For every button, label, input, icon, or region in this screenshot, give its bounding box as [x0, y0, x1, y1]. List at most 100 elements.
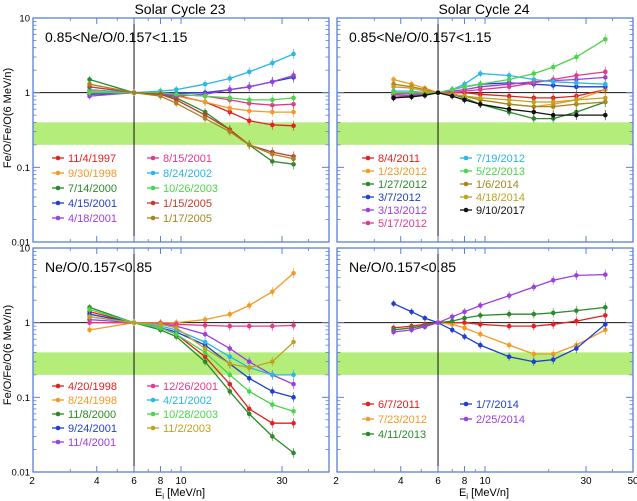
legend-label: 1/17/2005 — [163, 213, 212, 225]
legend-label: 1/23/2012 — [378, 166, 427, 178]
legend-entry: 5/22/2013 — [460, 166, 525, 178]
data-point — [506, 354, 512, 360]
legend-swatch-marker — [150, 170, 156, 176]
reference-band — [33, 352, 329, 375]
data-point — [574, 80, 579, 86]
y-tick-label: 1 — [25, 318, 30, 329]
data-point — [391, 329, 396, 335]
data-point — [391, 95, 396, 101]
data-point — [291, 395, 296, 400]
legend-label: 9/10/2017 — [476, 205, 525, 217]
legend-label: 8/15/2001 — [163, 153, 212, 165]
data-point — [202, 99, 208, 105]
legend-entry: 3/13/2012 — [362, 205, 427, 217]
legend-swatch-marker — [365, 168, 371, 174]
y-tick-label: 10 — [19, 14, 30, 25]
data-point — [409, 90, 414, 95]
legend-swatch-marker — [365, 194, 371, 200]
data-point — [550, 277, 556, 283]
legend-swatch-marker — [150, 383, 156, 389]
data-point — [506, 101, 512, 107]
data-point — [550, 322, 556, 327]
data-point — [270, 60, 275, 66]
y-tick-label: 0.1 — [17, 163, 30, 174]
data-point — [270, 323, 275, 329]
legend-entry: 7/14/2000 — [52, 183, 117, 195]
legend-entry: 2/25/2014 — [460, 414, 525, 426]
data-point — [506, 84, 512, 90]
legend-label: 4/15/2001 — [68, 198, 117, 210]
data-point — [506, 293, 512, 298]
data-point — [531, 359, 537, 365]
data-point — [291, 450, 296, 456]
legend-label: 7/23/2012 — [378, 414, 427, 426]
data-point — [246, 108, 252, 114]
series-1-7-2014 — [391, 300, 608, 367]
data-point — [246, 411, 252, 417]
data-point — [158, 322, 163, 327]
legend-label: 11/8/2000 — [68, 409, 116, 421]
data-point — [87, 320, 92, 325]
data-point — [227, 105, 233, 111]
legend-swatch-marker — [365, 220, 371, 226]
data-point — [462, 325, 467, 331]
data-point — [506, 106, 512, 112]
reference-band — [337, 122, 633, 145]
data-point — [291, 339, 296, 345]
data-point — [270, 402, 275, 407]
condition-annotation: 0.85<Ne/O/0.157<1.15 — [349, 29, 492, 45]
data-point — [246, 97, 252, 103]
legend-label: 5/22/2013 — [476, 166, 525, 178]
data-point — [173, 325, 179, 331]
legend-label: 11/4/1997 — [68, 153, 116, 165]
data-point — [246, 375, 252, 381]
legend-entry: 11/2/2003 — [147, 423, 211, 435]
legend-swatch-marker — [365, 431, 371, 437]
data-point — [227, 129, 233, 135]
legend-swatch-marker — [55, 170, 61, 176]
legend-swatch-marker — [463, 168, 469, 174]
legend-label: 9/30/1998 — [68, 168, 117, 180]
data-point — [246, 303, 252, 308]
legend-swatch-marker — [150, 155, 156, 161]
data-point — [531, 109, 537, 115]
legend-entry: 1/17/2005 — [147, 213, 212, 225]
data-point — [603, 112, 608, 118]
data-point — [550, 357, 556, 362]
condition-annotation: Ne/O/0.157<0.85 — [45, 259, 152, 275]
legend-label: 11/4/2001 — [68, 437, 116, 449]
data-point — [477, 95, 483, 101]
data-point — [246, 69, 252, 75]
legend-entry: 7/23/2012 — [362, 414, 427, 426]
legend-swatch-marker — [55, 411, 61, 417]
legend-label: 8/24/2002 — [163, 168, 212, 180]
legend-label: 11/2/2003 — [163, 423, 211, 435]
data-point — [131, 320, 137, 325]
data-point — [173, 87, 179, 92]
data-point — [506, 311, 512, 317]
data-point — [506, 342, 512, 348]
legend-label: 2/25/2014 — [476, 414, 525, 426]
data-point — [173, 92, 179, 97]
panel-solar-cycle-24-ne-o-low: 2 4 6 8 10 30 50 Ne/O/0.157<0.85 6/7/2011 7/23/20… — [333, 247, 637, 487]
legend-entry: 8/24/2002 — [147, 168, 212, 180]
data-point — [202, 93, 208, 99]
legend-entry: 9/30/1998 — [52, 168, 117, 180]
data-point — [422, 315, 428, 321]
data-point — [87, 327, 92, 333]
data-point — [462, 88, 467, 94]
legend-entry: 5/17/2012 — [362, 218, 427, 230]
series-line — [393, 303, 606, 363]
legend-label: 1/6/2014 — [476, 179, 519, 191]
data-point — [449, 314, 455, 320]
legend-swatch-marker — [55, 200, 61, 206]
data-point — [202, 81, 208, 87]
data-point — [422, 93, 428, 98]
legend-entry: 4/18/2014 — [460, 192, 525, 204]
legend-entry: 9/10/2017 — [460, 205, 525, 217]
legend-swatch-marker — [463, 207, 469, 213]
legend-swatch-marker — [55, 383, 61, 389]
panel-a-title: Solar Cycle 23 — [134, 1, 225, 17]
legend-entry: 1/6/2014 — [460, 179, 519, 191]
data-point — [202, 354, 208, 360]
